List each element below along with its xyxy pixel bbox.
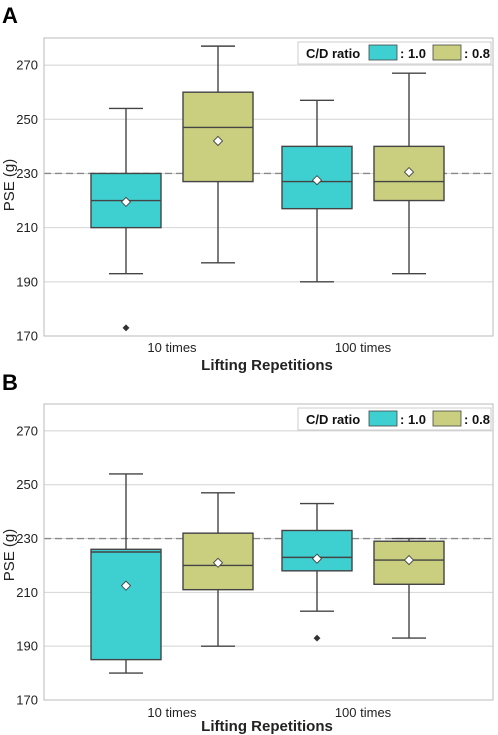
panel-a-legend-title: C/D ratio: [306, 46, 360, 61]
panel-b-100-times-1-0-iqr-box: [281, 529, 353, 572]
panel-b-10-times-0-8-mean-marker: [212, 557, 224, 568]
panel-a-plot-frame: [43, 37, 494, 337]
panel-b-100-times-1-0-box-plot: [281, 502, 353, 642]
panel-a-100-times-1-0-box-plot: [281, 99, 353, 283]
panel-b-x-axis-label: Lifting Repetitions: [201, 718, 333, 735]
panel-b-100-times-0-8-box-plot: [373, 537, 445, 639]
panel-a-y-tick-label-230: 230: [16, 166, 38, 181]
panel-b-y-tick-labels: 170 190 210 230 250 270: [16, 423, 38, 707]
panel-b-y-tick-label-250: 250: [16, 477, 38, 492]
panel-b-legend-swatch-1-0: [368, 410, 398, 427]
panel-b-y-tick-label-230: 230: [16, 531, 38, 546]
panel-b-plot-frame: [43, 403, 494, 701]
panel-b-legend-label-1-0: : 1.0: [400, 412, 426, 427]
panel-b-100-times-1-0-outlier-0: [313, 634, 321, 642]
panel-b-100-times-0-8-mean-marker: [403, 554, 415, 566]
panel-b-x-tick-label-100-times: 100 times: [335, 705, 392, 720]
panel-a-legend: C/D ratio : 1.0 : 0.8: [297, 41, 492, 65]
panel-a-100-times-1-0-mean-marker: [311, 175, 323, 186]
panel-b-10-times-0-8-box-plot: [182, 492, 254, 647]
panel-b-10-times-1-0-iqr-box: [90, 548, 162, 661]
panel-a-y-tick-label-250: 250: [16, 112, 38, 127]
panel-b-boxes: [90, 473, 445, 674]
panel-b-10-times-1-0-mean-marker: [120, 580, 132, 591]
panel-a-10-times-0-8-mean-marker: [212, 135, 224, 147]
panel-a-100-times-0-8-mean-marker: [403, 166, 415, 178]
panel-a-legend-label-1-0: : 1.0: [400, 46, 426, 61]
panel-b-10-times-1-0-box-plot: [90, 473, 162, 674]
panel-a-y-tick-label-190: 190: [16, 274, 38, 289]
panel-a-x-tick-label-100-times: 100 times: [335, 340, 392, 355]
panel-b-y-tick-label-190: 190: [16, 639, 38, 654]
panel-a-y-tick-label-210: 210: [16, 220, 38, 235]
panel-a-boxes: [90, 45, 445, 332]
panel-a-y-axis-label: PSE (g): [1, 159, 18, 212]
panel-b-x-tick-labels: 10 times 100 times: [147, 705, 391, 720]
panel-a-x-axis-label: Lifting Repetitions: [201, 357, 333, 374]
panel-a-10-times-0-8-box-plot: [182, 45, 254, 264]
panel-b-x-tick-label-10-times: 10 times: [147, 705, 197, 720]
panel-a-y-tick-labels: 170 190 210 230 250 270: [16, 58, 38, 344]
panel-b-legend-label-0-8: : 0.8: [464, 412, 490, 427]
panel-a: A 170 190 210 230 250 270 PSE (g) 10 times 10…: [1, 3, 494, 374]
panel-b-legend-swatch-0-8: [432, 410, 462, 427]
panel-b-legend: C/D ratio : 1.0 : 0.8: [297, 407, 492, 431]
panel-b: B 170 190 210 230 250 270 PSE (g) 10 times 10…: [1, 370, 494, 735]
panel-b-label: B: [2, 370, 18, 395]
panel-b-100-times-1-0-mean-marker: [311, 553, 323, 564]
panel-a-y-tick-label-270: 270: [16, 58, 38, 73]
panel-a-legend-label-0-8: : 0.8: [464, 46, 490, 61]
panel-a-label: A: [2, 3, 18, 28]
panel-a-100-times-0-8-box-plot: [373, 72, 445, 275]
panel-a-y-tick-label-170: 170: [16, 329, 38, 344]
panel-a-x-tick-label-10-times: 10 times: [147, 340, 197, 355]
panel-b-legend-title: C/D ratio: [306, 412, 360, 427]
panel-b-y-tick-label-210: 210: [16, 585, 38, 600]
panel-a-10-times-1-0-outlier-0: [122, 324, 130, 332]
panel-a-10-times-1-0-box-plot: [90, 107, 162, 332]
panel-a-legend-swatch-1-0: [368, 44, 398, 61]
panel-b-y-axis-label: PSE (g): [1, 529, 18, 582]
panel-a-10-times-1-0-mean-marker: [120, 196, 132, 208]
panel-b-y-tick-label-270: 270: [16, 423, 38, 438]
panel-b-y-tick-label-170: 170: [16, 693, 38, 708]
panel-a-x-tick-labels: 10 times 100 times: [147, 340, 391, 355]
panel-a-legend-swatch-0-8: [432, 44, 462, 61]
